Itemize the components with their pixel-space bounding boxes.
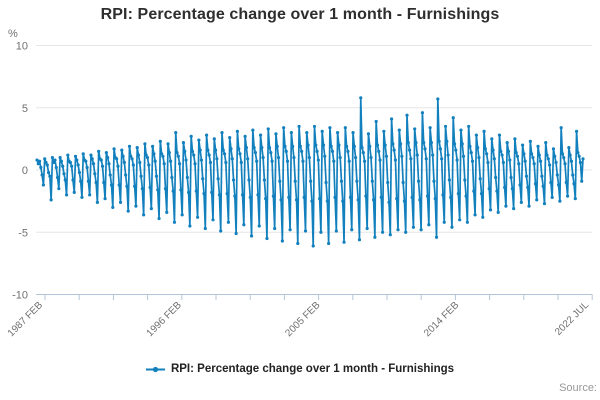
svg-text:-5: -5 xyxy=(18,227,28,239)
source-label: Source: xyxy=(559,382,597,394)
svg-text:2014 FEB: 2014 FEB xyxy=(422,300,461,339)
legend-item[interactable]: RPI: Percentage change over 1 month - Fu… xyxy=(145,363,455,375)
svg-text:1996 FEB: 1996 FEB xyxy=(145,300,184,339)
series-line xyxy=(36,96,584,247)
series-rpi-furnishings xyxy=(35,96,585,248)
svg-text:5: 5 xyxy=(22,103,28,115)
svg-text:0: 0 xyxy=(22,165,28,177)
y-axis-labels: 10 5 0 -5 -10 xyxy=(12,41,28,302)
x-axis-ticks xyxy=(44,294,593,300)
svg-text:2022 JUL: 2022 JUL xyxy=(553,300,591,338)
legend-label: RPI: Percentage change over 1 month - Fu… xyxy=(170,363,455,375)
x-axis-labels: 1987 FEB 1996 FEB 2005 FEB 2014 FEB 2022 JUL xyxy=(6,300,592,340)
y-axis-unit-label: % xyxy=(8,28,18,40)
legend: RPI: Percentage change over 1 month - Fu… xyxy=(0,363,600,375)
chart-title: RPI: Percentage change over 1 month - Fu… xyxy=(100,6,500,23)
svg-text:10: 10 xyxy=(16,41,28,53)
svg-text:-10: -10 xyxy=(12,290,28,302)
series-markers xyxy=(35,96,585,248)
svg-text:2005 FEB: 2005 FEB xyxy=(283,300,322,339)
svg-text:1987 FEB: 1987 FEB xyxy=(6,300,45,339)
legend-marker-icon xyxy=(145,366,165,372)
